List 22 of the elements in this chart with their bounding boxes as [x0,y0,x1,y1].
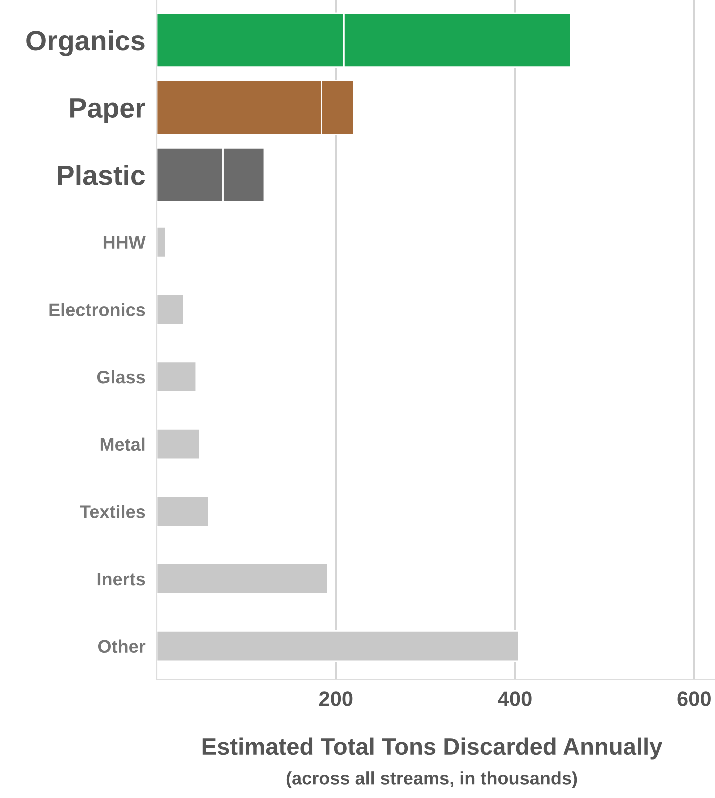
bar [157,630,520,662]
y-tick-label: Paper [70,98,146,124]
x-tick-label: 400 [498,692,532,706]
y-tick-label: Plastic [58,164,146,186]
bar [157,496,210,528]
y-tick-label: Other [98,640,146,654]
y-tick-label: Textiles [80,505,146,518]
x-axis-title: Estimated Total Tons Discarded Annually [202,738,663,760]
y-tick-label: Glass [97,370,146,384]
y-tick-label: Organics [26,30,145,56]
bar [157,428,201,460]
y-tick-label: HHW [104,236,146,249]
bar [157,294,185,326]
y-tick-label: Electronics [50,303,146,316]
bar [157,563,329,595]
bar [157,226,167,258]
bar [157,361,198,393]
y-tick-label: Metal [100,438,145,452]
x-tick-label: 200 [319,692,353,706]
x-tick-label: 600 [678,692,711,706]
y-tick-label: Inerts [98,573,146,586]
text: (across all streams, in thousands) [286,772,578,788]
